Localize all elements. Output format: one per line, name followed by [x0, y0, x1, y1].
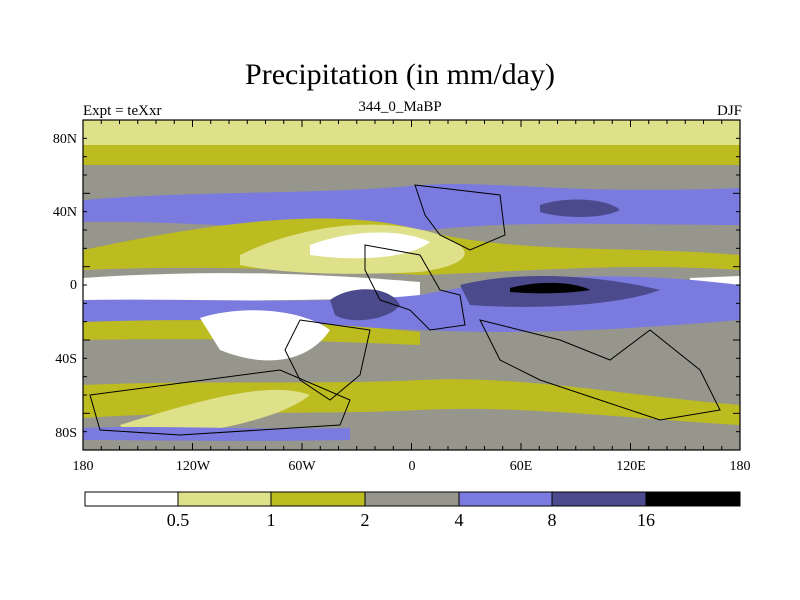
- colorbar-swatch-3: [364, 491, 460, 507]
- colorbar: [84, 491, 741, 507]
- season-label: DJF: [716, 103, 742, 119]
- colorbar-swatch-2: [270, 491, 366, 507]
- lat-label-40s: 40S: [55, 352, 77, 367]
- coastline-north: [414, 184, 506, 251]
- lon-label-0: 0: [408, 459, 416, 474]
- itcz-max: [510, 282, 590, 294]
- coastline-south: [284, 319, 371, 401]
- colorbar-swatch-6: [645, 491, 741, 507]
- north-blue-band: [83, 183, 740, 232]
- colorbar-label-1: 1: [266, 510, 276, 530]
- lat-label-0: 0: [70, 278, 77, 293]
- coastline-central: [364, 244, 466, 331]
- lon-label-120e: 120E: [616, 459, 646, 474]
- coastline-east: [479, 319, 721, 421]
- colorbar-swatch-4: [458, 491, 553, 507]
- south-blue-band: [83, 427, 350, 441]
- colorbar-label-4: 8: [547, 510, 557, 530]
- colorbar-swatch-1: [177, 491, 272, 507]
- south-dark-patch: [330, 289, 400, 321]
- lon-label-180w: 180: [72, 459, 94, 474]
- colorbar-label-0: 0.5: [166, 510, 190, 530]
- coastline-antarctic: [89, 369, 351, 436]
- lon-label-180e: 180: [729, 459, 751, 474]
- north-band: [83, 145, 740, 165]
- colorbar-swatch-0: [84, 491, 179, 507]
- experiment-label: Expt = teXxr: [83, 103, 162, 119]
- colorbar-label-3: 4: [454, 510, 464, 530]
- lat-label-40n: 40N: [52, 205, 77, 220]
- southern-dry: [200, 310, 330, 361]
- colorbar-label-2: 2: [360, 510, 370, 530]
- equatorial-dry: [83, 273, 420, 301]
- lon-label-60w: 60W: [288, 459, 316, 474]
- north-dark-patch: [540, 199, 620, 217]
- map-fill: [83, 120, 740, 450]
- colorbar-swatch-5: [551, 491, 647, 507]
- colorbar-label-5: 16: [637, 510, 655, 530]
- axis-ticks: [82, 119, 741, 451]
- coastlines: [89, 184, 721, 436]
- lat-label-80s: 80S: [55, 426, 77, 441]
- lon-label-60e: 60E: [509, 459, 533, 474]
- page-title: Precipitation (in mm/day): [245, 58, 555, 91]
- age-label: 344_0_MaBP: [358, 99, 442, 115]
- lat-label-80n: 80N: [52, 132, 77, 147]
- lon-label-120w: 120W: [175, 459, 211, 474]
